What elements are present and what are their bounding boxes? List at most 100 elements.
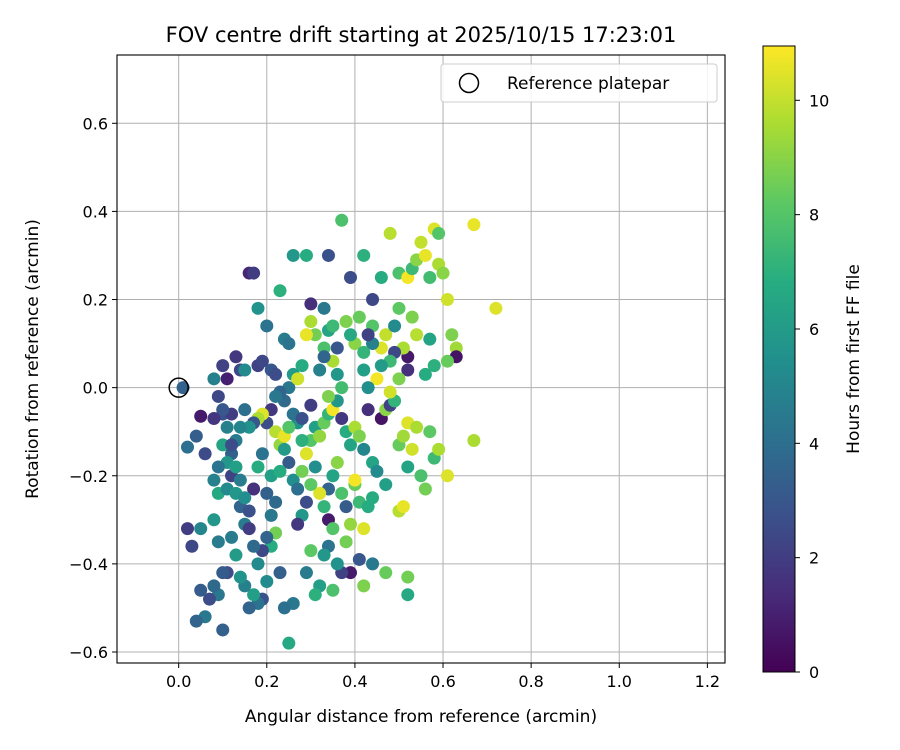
scatter-point bbox=[361, 381, 375, 395]
scatter-point bbox=[304, 315, 318, 329]
scatter-point bbox=[229, 460, 243, 474]
scatter-point bbox=[374, 270, 388, 284]
scatter-point bbox=[321, 389, 335, 403]
scatter-point bbox=[242, 601, 256, 615]
chart-title: FOV centre drift starting at 2025/10/15 … bbox=[166, 23, 677, 47]
scatter-point bbox=[260, 530, 274, 544]
scatter-point bbox=[277, 442, 291, 456]
scatter-point bbox=[317, 500, 331, 514]
scatter-point bbox=[189, 429, 203, 443]
legend-reference-icon bbox=[458, 72, 480, 94]
colorbar-tick-label: 6 bbox=[809, 320, 819, 339]
scatter-point bbox=[313, 486, 327, 500]
x-tick-label: 0.8 bbox=[518, 672, 543, 691]
scatter-point bbox=[211, 389, 225, 403]
scatter-point bbox=[366, 557, 380, 571]
scatter-point bbox=[335, 213, 349, 227]
scatter-point bbox=[410, 328, 424, 342]
colorbar-tick-label: 2 bbox=[809, 549, 819, 568]
scatter-point bbox=[291, 372, 305, 386]
scatter-point bbox=[247, 266, 261, 280]
scatter-point bbox=[379, 566, 393, 580]
x-axis-ticks: 0.0 0.2 0.4 0.6 0.8 1.0 1.2 bbox=[166, 663, 720, 691]
scatter-point bbox=[374, 359, 388, 373]
scatter-point bbox=[396, 500, 410, 514]
scatter-point bbox=[269, 389, 283, 403]
scatter-point bbox=[326, 469, 340, 483]
y-tick-label: 0.4 bbox=[83, 202, 108, 221]
y-tick-label: −0.6 bbox=[69, 643, 108, 662]
grid-lines bbox=[117, 55, 725, 663]
scatter-point bbox=[388, 319, 402, 333]
scatter-point bbox=[392, 372, 406, 386]
scatter-point bbox=[211, 460, 225, 474]
scatter-point bbox=[269, 495, 283, 509]
scatter-point bbox=[432, 442, 446, 456]
x-tick-label: 1.2 bbox=[695, 672, 720, 691]
scatter-point bbox=[185, 539, 199, 553]
scatter-point bbox=[247, 588, 261, 602]
scatter-point bbox=[330, 456, 344, 470]
scatter-point bbox=[207, 473, 221, 487]
scatter-point bbox=[361, 403, 375, 417]
scatter-point bbox=[233, 570, 247, 584]
scatter-point bbox=[304, 398, 318, 412]
scatter-point bbox=[330, 557, 344, 571]
scatter-point bbox=[440, 293, 454, 307]
scatter-point bbox=[286, 248, 300, 262]
scatter-point bbox=[308, 460, 322, 474]
scatter-point bbox=[317, 301, 331, 315]
scatter-point bbox=[229, 350, 243, 364]
scatter-point bbox=[251, 460, 265, 474]
scatter-point bbox=[238, 363, 252, 377]
scatter-point bbox=[339, 500, 353, 514]
scatter-point bbox=[396, 429, 410, 443]
scatter-point bbox=[383, 385, 397, 399]
plot-frame bbox=[116, 54, 726, 664]
scatter-point bbox=[176, 381, 190, 395]
scatter-point bbox=[467, 218, 481, 232]
scatter-point bbox=[339, 535, 353, 549]
scatter-point bbox=[357, 579, 371, 593]
scatter-point bbox=[299, 447, 313, 461]
scatter-point bbox=[304, 544, 318, 558]
scatter-point bbox=[189, 614, 203, 628]
scatter-point bbox=[255, 447, 269, 461]
scatter-point bbox=[277, 601, 291, 615]
y-tick-label: −0.4 bbox=[69, 555, 108, 574]
scatter-point bbox=[304, 478, 318, 492]
scatter-point bbox=[295, 434, 309, 448]
scatter-point bbox=[352, 429, 366, 443]
x-axis-label: Angular distance from reference (arcmin) bbox=[245, 707, 597, 727]
y-tick-label: −0.2 bbox=[69, 467, 108, 486]
scatter-point bbox=[207, 411, 221, 425]
legend-label-reference: Reference platepar bbox=[507, 74, 669, 94]
scatter-point bbox=[247, 482, 261, 496]
colorbar-tick-label: 8 bbox=[809, 206, 819, 225]
scatter-point bbox=[436, 266, 450, 280]
scatter-point bbox=[344, 270, 358, 284]
scatter-point bbox=[330, 341, 344, 355]
scatter-point bbox=[299, 248, 313, 262]
colorbar-label: Hours from first FF file bbox=[844, 264, 864, 454]
scatter-point bbox=[194, 583, 208, 597]
scatter-point bbox=[401, 588, 415, 602]
scatter-point bbox=[180, 522, 194, 536]
scatter-point bbox=[440, 469, 454, 483]
scatter-point bbox=[304, 297, 318, 311]
x-tick-label: 1.0 bbox=[607, 672, 632, 691]
reference-platepar-marker bbox=[168, 377, 189, 398]
scatter-point bbox=[313, 363, 327, 377]
scatter-point bbox=[335, 381, 349, 395]
scatter-point bbox=[308, 588, 322, 602]
scatter-point bbox=[366, 491, 380, 505]
x-tick-label: 0.2 bbox=[254, 672, 279, 691]
scatter-point bbox=[423, 332, 437, 346]
scatter-point bbox=[326, 319, 340, 333]
scatter-point bbox=[405, 310, 419, 324]
scatter-point bbox=[317, 350, 331, 364]
scatter-point bbox=[366, 293, 380, 307]
scatter-point bbox=[207, 579, 221, 593]
scatter-point bbox=[251, 557, 265, 571]
